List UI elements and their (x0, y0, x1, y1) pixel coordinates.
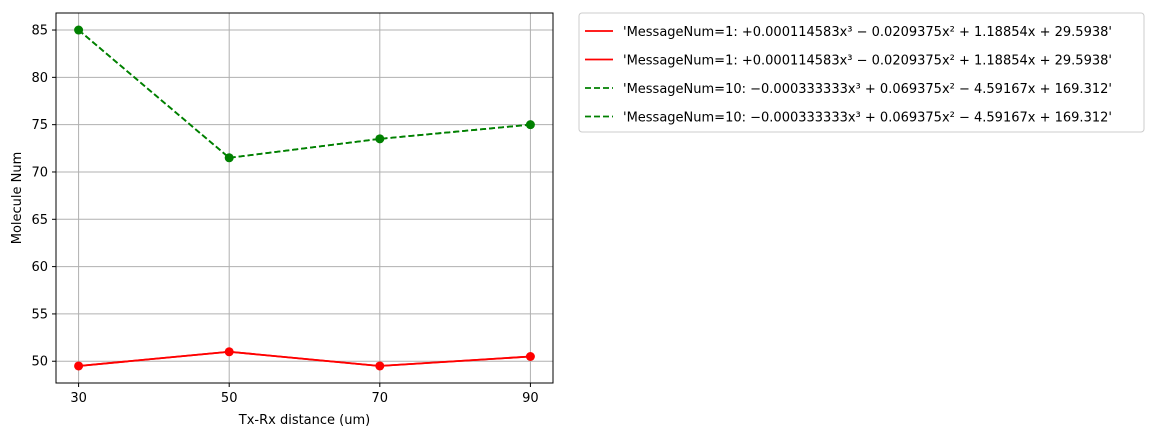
y-axis-label: Molecule Num (10, 152, 25, 245)
y-tick-label: 50 (31, 355, 48, 370)
legend-entry-label: 'MessageNum=1: +0.000114583x³ − 0.020937… (623, 25, 1112, 40)
x-axis-label: Tx-Rx distance (um) (238, 413, 370, 428)
y-tick-label: 75 (31, 118, 48, 133)
series-line-2 (78, 350, 531, 367)
series-layer (74, 25, 535, 371)
x-tick-label: 30 (70, 391, 87, 406)
y-tick-label: 60 (31, 260, 48, 275)
legend-entry-label: 'MessageNum=10: −0.000333333x³ + 0.06937… (623, 82, 1112, 97)
series-line-4 (78, 29, 531, 159)
legend-entry-label: 'MessageNum=10: −0.000333333x³ + 0.06937… (623, 111, 1112, 126)
y-axis: 50 55 60 65 70 75 80 85 (31, 24, 56, 370)
data-point (375, 134, 385, 144)
y-tick-label: 55 (31, 307, 48, 322)
grid (56, 13, 553, 383)
y-tick-label: 80 (31, 71, 48, 86)
x-axis: 30 50 70 90 (70, 383, 539, 406)
y-tick-label: 85 (31, 24, 48, 39)
legend-frame (578, 12, 1145, 133)
y-tick-label: 65 (31, 213, 48, 228)
legend: 'MessageNum=1: +0.000114583x³ − 0.020937… (578, 12, 1145, 133)
plot-area-frame (55, 12, 554, 384)
x-tick-label: 70 (372, 391, 389, 406)
x-tick-label: 90 (522, 391, 539, 406)
y-tick-label: 70 (31, 165, 48, 180)
series-line-3 (78, 29, 531, 159)
x-tick-label: 50 (221, 391, 238, 406)
legend-entry-label: 'MessageNum=1: +0.000114583x³ − 0.020937… (623, 54, 1112, 69)
